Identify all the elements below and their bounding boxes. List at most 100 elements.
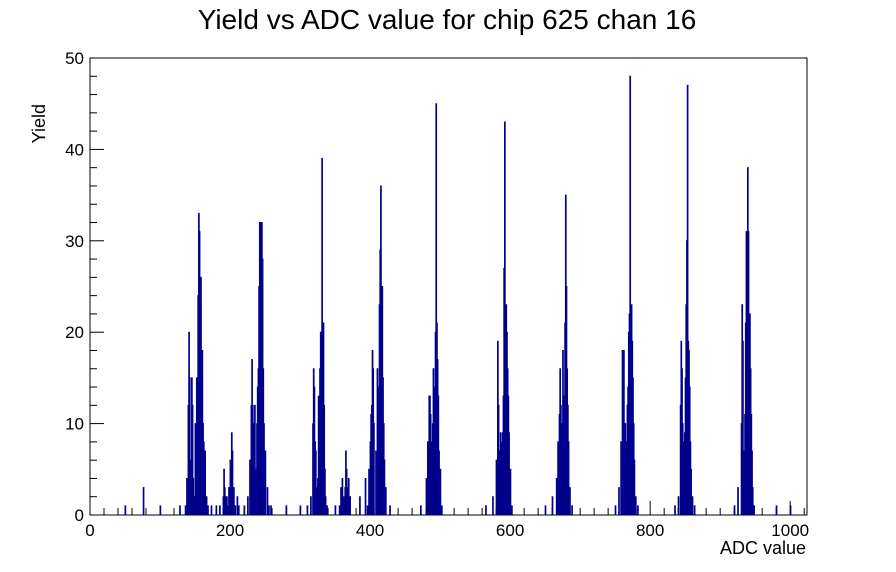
histogram-bin [571, 505, 573, 515]
histogram-bin [742, 340, 744, 515]
histogram-bin [373, 423, 375, 515]
histogram-bin [264, 450, 267, 515]
y-tick-label: 50 [65, 49, 84, 68]
histogram-bin [359, 496, 361, 515]
histogram-bin [733, 505, 736, 515]
histogram-bin [342, 496, 345, 515]
histogram-bin [207, 505, 209, 515]
histogram-bin [691, 496, 694, 515]
histogram-bin [194, 423, 197, 515]
y-tick-label: 0 [75, 506, 84, 525]
histogram-bin [243, 505, 246, 515]
y-axis-label: Yield [29, 104, 49, 143]
histogram-bin [623, 349, 625, 515]
histogram-bin [509, 468, 512, 515]
histogram-bin [425, 477, 428, 515]
histogram-bin [368, 468, 370, 515]
histogram-bin [693, 505, 696, 515]
histogram-bin [366, 505, 369, 515]
histogram-bin [205, 496, 208, 515]
histogram-bin [620, 441, 622, 515]
x-axis-label: ADC value [720, 538, 806, 558]
histogram-bin [438, 450, 440, 515]
histogram-bin [270, 505, 272, 515]
histogram-bin [285, 505, 288, 515]
histogram-bin [247, 496, 249, 515]
histogram-bin [142, 487, 145, 515]
histogram-bin [249, 459, 251, 515]
histogram-bin [389, 505, 391, 515]
histogram-bin [435, 103, 438, 515]
histogram-bin [228, 487, 230, 515]
histogram-bin [124, 505, 127, 515]
histogram-bin [440, 505, 443, 515]
histogram-bin [266, 487, 269, 515]
x-tick-label: 0 [85, 521, 94, 540]
histogram-bars [124, 75, 792, 515]
histogram-bin [634, 496, 637, 515]
histogram-bin [324, 468, 326, 515]
histogram-bin [237, 505, 240, 515]
histogram-bin [753, 505, 755, 515]
histogram-bin [349, 496, 351, 515]
histogram-bin [557, 441, 559, 515]
histogram-bin [433, 386, 435, 515]
histogram-bin [618, 487, 620, 515]
histogram-bin [251, 404, 254, 515]
histogram-bin [306, 505, 309, 515]
histogram-bin [633, 459, 636, 515]
histogram-bin [324, 496, 327, 515]
histogram-bin [614, 505, 617, 515]
histogram-bin [674, 505, 676, 515]
x-tick-label: 1000 [771, 521, 809, 540]
histogram-bin [233, 487, 235, 515]
y-axis: 0 10 20 30 40 50 [65, 49, 104, 525]
histogram-bin [334, 505, 337, 515]
histogram-bin [210, 505, 213, 515]
histogram-bin [226, 505, 229, 515]
x-tick-label: 800 [636, 521, 664, 540]
histogram-bin [323, 404, 326, 515]
histogram-bin [569, 487, 571, 515]
histogram-bin [775, 505, 778, 515]
histogram-bin [195, 377, 198, 515]
histogram-bin [346, 487, 349, 515]
histogram-bin [508, 432, 510, 515]
histogram-bin [234, 505, 237, 515]
histogram-bin [204, 450, 207, 515]
histogram-bin [492, 496, 494, 515]
histogram-bin [193, 496, 195, 515]
histogram-bin [485, 505, 487, 515]
histogram-bin [426, 441, 429, 515]
histogram-bin [677, 496, 680, 515]
x-tick-label: 400 [356, 521, 384, 540]
histogram-bin [219, 505, 221, 515]
histogram-bin [567, 441, 570, 515]
histogram-bin [551, 496, 554, 515]
histogram-bin [326, 505, 328, 515]
histogram-bin [637, 505, 639, 515]
histogram-bin [686, 84, 689, 515]
histogram-bin [188, 377, 191, 515]
histogram-bin [511, 505, 513, 515]
y-tick-label: 10 [65, 415, 84, 434]
histogram-bin [254, 468, 257, 515]
histogram-bin [737, 487, 739, 515]
histogram-bin [375, 450, 377, 515]
histogram-bin [191, 404, 194, 515]
y-tick-label: 40 [65, 140, 84, 159]
histogram-bin [419, 505, 422, 515]
y-tick-label: 30 [65, 232, 84, 251]
histogram-bin [159, 505, 162, 515]
histogram-bin [751, 450, 753, 515]
histogram-bin [321, 158, 323, 515]
histogram-bin [231, 450, 234, 515]
histogram-bin [340, 487, 342, 515]
histogram-bin [789, 505, 792, 515]
histogram-bin [347, 477, 350, 515]
histogram-bin [263, 423, 265, 515]
histogram-bin [384, 487, 387, 515]
histogram-bin [621, 349, 624, 515]
histogram-bin [215, 505, 218, 515]
histogram-bin [314, 450, 317, 515]
